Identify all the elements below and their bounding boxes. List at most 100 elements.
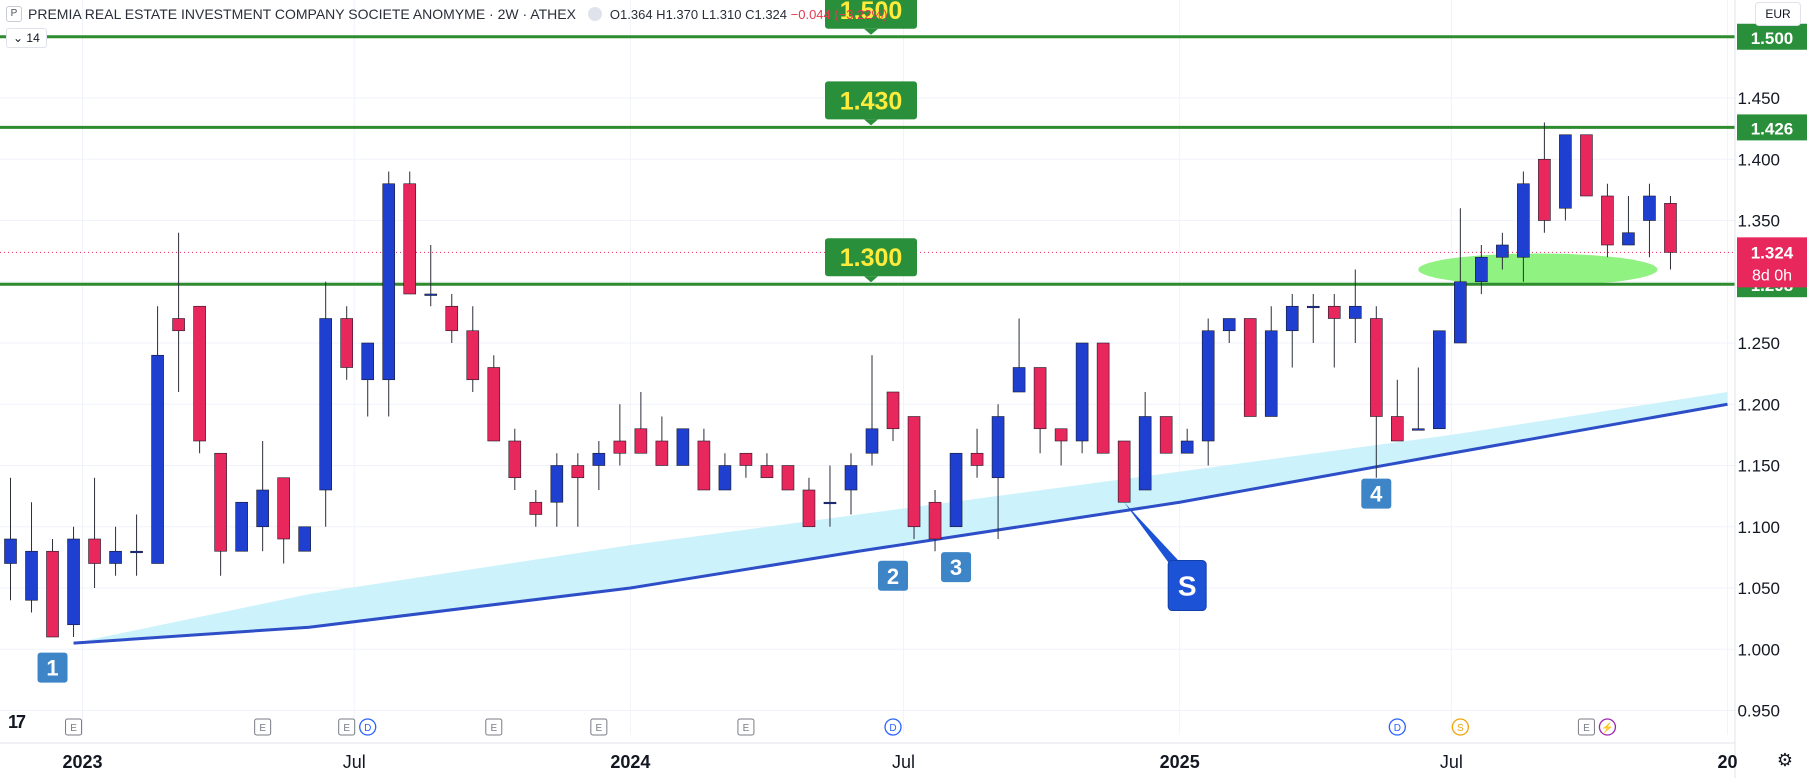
price-tick-label: 0.950 — [1737, 702, 1780, 721]
candle-down — [1369, 318, 1383, 417]
price-axis-tag — [1737, 114, 1807, 141]
event-marker — [359, 718, 377, 736]
event-marker-label: E — [70, 723, 77, 734]
candle-up — [844, 465, 858, 491]
event-marker — [884, 718, 902, 736]
event-marker-earnings — [65, 718, 83, 736]
price-axis-tag — [1737, 23, 1807, 50]
event-marker-label: E — [743, 723, 750, 734]
candle-up — [823, 501, 837, 505]
event-marker-earnings — [485, 718, 503, 736]
candle-down — [760, 465, 774, 479]
candle-down — [970, 452, 984, 466]
event-marker-label: E — [1583, 723, 1590, 734]
tradingview-logo-icon[interactable]: 17 — [8, 712, 26, 732]
event-marker-earnings — [338, 718, 356, 736]
candle-down — [613, 440, 627, 454]
candle-up — [109, 550, 122, 564]
candle-down — [886, 391, 900, 430]
ohlc-readout: O1.364 H1.370 L1.310 C1.324 −0.044 (−3.2… — [610, 7, 888, 22]
event-marker — [1598, 718, 1617, 736]
status-dot-icon — [587, 7, 602, 21]
candle-up — [25, 550, 38, 601]
candle-down — [340, 318, 353, 368]
candle-down — [214, 452, 227, 552]
candle-up — [718, 465, 732, 491]
pivot-marker — [37, 652, 68, 683]
candle-down — [88, 538, 101, 564]
candle-down — [1159, 416, 1173, 454]
candle-down — [802, 489, 816, 528]
candle-up — [550, 465, 564, 503]
pivot-marker-label: 4 — [1370, 482, 1383, 507]
candle-down — [46, 550, 59, 638]
event-marker-label: D — [364, 723, 371, 734]
callout-box — [1167, 560, 1207, 612]
price-tick-label: 1.100 — [1737, 518, 1780, 537]
countdown-label: 8d 0h — [1752, 267, 1792, 284]
candle-down — [655, 440, 669, 466]
candle-down — [403, 183, 417, 295]
candle-up — [1454, 281, 1467, 344]
candle-up — [1433, 330, 1446, 430]
candle-down — [781, 465, 795, 491]
candle-down — [634, 428, 648, 454]
callout-label: S — [1178, 571, 1197, 602]
settings-gear-icon[interactable]: ⚙ — [1776, 750, 1793, 770]
candle-up — [1348, 305, 1362, 319]
candle-down — [277, 477, 290, 540]
candle-up — [1075, 342, 1089, 442]
last-price-tag — [1737, 237, 1807, 288]
price-tick-label: 1.150 — [1737, 457, 1780, 476]
support-trendline — [73, 402, 1728, 645]
candle-down — [445, 305, 459, 332]
candle-down — [529, 501, 543, 515]
candle-up — [1201, 330, 1215, 442]
pivot-marker-label: 3 — [950, 555, 962, 580]
last-price-label: 1.324 — [1751, 243, 1794, 262]
price-tick-label: 1.250 — [1737, 334, 1780, 353]
event-marker-label: S — [1457, 723, 1464, 734]
candle-down — [928, 501, 942, 540]
event-marker — [1388, 718, 1406, 736]
candle-up — [1496, 244, 1509, 258]
level-tag — [825, 81, 917, 120]
candle-down — [1391, 416, 1404, 442]
event-marker-label: E — [259, 723, 266, 734]
level-tag-pointer — [864, 276, 878, 283]
ohlc-values: O1.364 H1.370 L1.310 C1.324 — [609, 6, 788, 22]
price-axis-tag-text: 1.426 — [1751, 119, 1794, 138]
candle-up — [1517, 183, 1530, 258]
event-marker-label: E — [490, 723, 497, 734]
candle-up — [361, 342, 375, 381]
level-tag-pointer — [864, 119, 878, 126]
price-tick-label: 1.200 — [1737, 395, 1780, 414]
pivot-marker — [1361, 478, 1392, 509]
candle-down — [172, 318, 185, 332]
highlight-zone — [1418, 253, 1658, 286]
candle-up — [1622, 232, 1635, 246]
candle-up — [1180, 440, 1194, 454]
candle-up — [319, 318, 332, 491]
level-tag — [825, 0, 917, 29]
time-tick-label: 20 — [1717, 752, 1737, 772]
candle-down — [697, 440, 711, 491]
chart-header: P PREMIA REAL ESTATE INVESTMENT COMPANY … — [6, 4, 888, 24]
event-marker-label: E — [596, 723, 603, 734]
symbol-title[interactable]: PREMIA REAL ESTATE INVESTMENT COMPANY SO… — [28, 6, 576, 22]
level-tag-text: 1.500 — [840, 0, 903, 25]
candle-down — [193, 305, 206, 442]
candle-up — [1412, 428, 1425, 431]
indicator-toggle[interactable]: ⌄ 14 — [6, 28, 47, 48]
currency-button[interactable]: EUR — [1755, 2, 1801, 26]
candle-up — [424, 293, 438, 296]
candle-up — [235, 501, 248, 552]
candle-up — [1306, 305, 1320, 309]
candle-down — [1096, 342, 1110, 454]
level-tag-text: 1.430 — [840, 87, 903, 115]
candle-down — [1580, 134, 1593, 197]
pivot-marker — [941, 552, 972, 583]
event-marker-label: D — [889, 723, 896, 734]
level-tag-pointer — [864, 28, 878, 35]
